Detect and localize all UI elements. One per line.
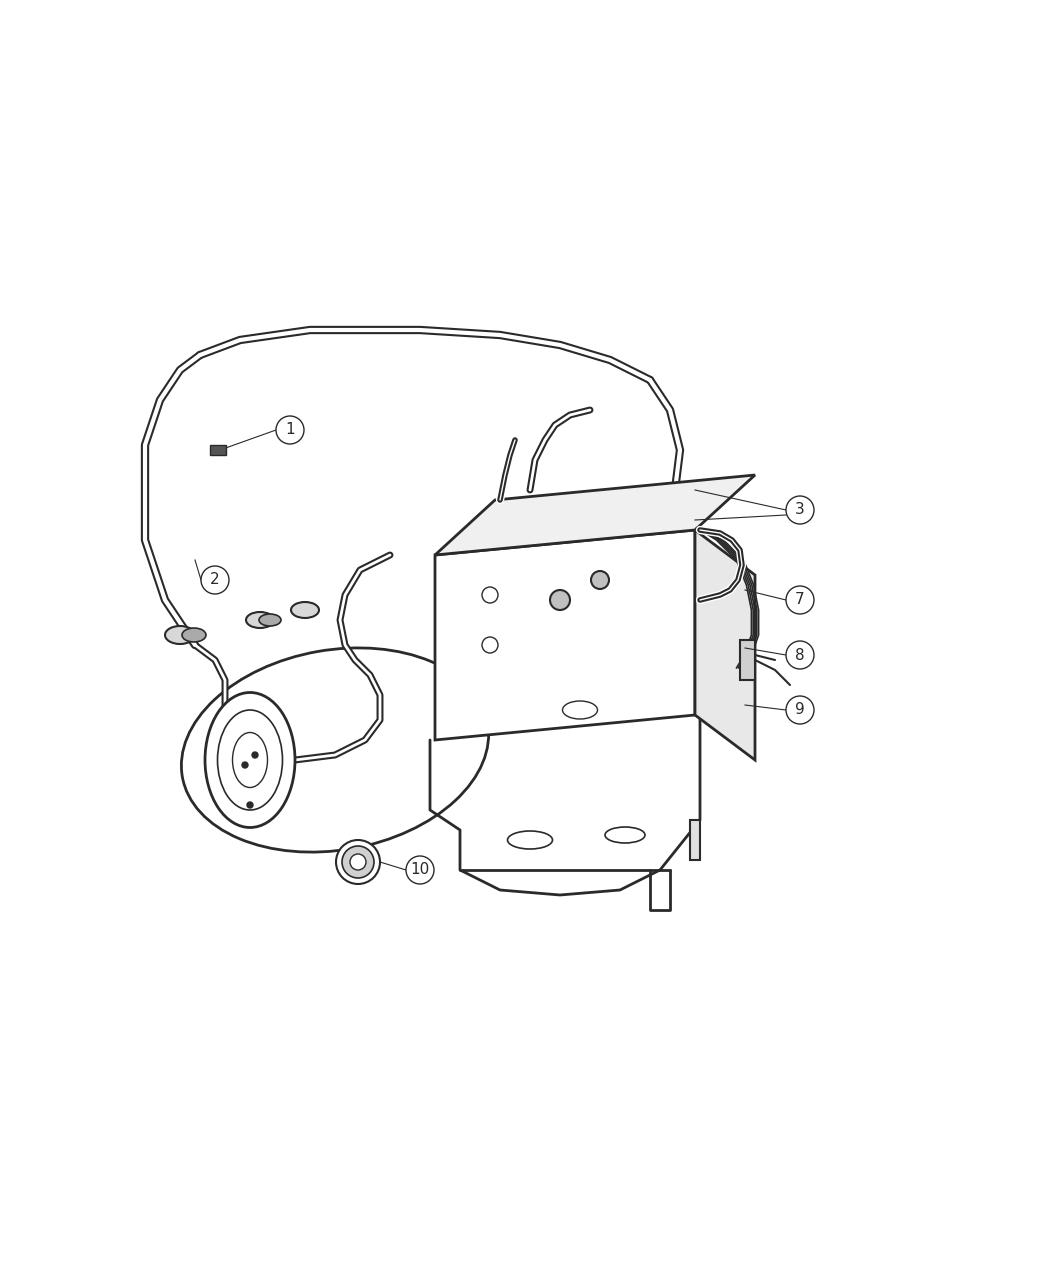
Circle shape [201,566,229,594]
Polygon shape [690,820,700,861]
Circle shape [336,840,380,884]
Ellipse shape [563,701,597,719]
Circle shape [276,416,304,444]
Text: 7: 7 [795,593,804,607]
Circle shape [242,762,248,768]
Ellipse shape [205,692,295,827]
Circle shape [482,586,498,603]
Circle shape [406,856,434,884]
Polygon shape [435,476,755,555]
Circle shape [786,496,814,524]
Ellipse shape [605,827,645,843]
Circle shape [350,854,366,870]
Ellipse shape [507,831,552,849]
Circle shape [786,696,814,724]
Text: 8: 8 [795,648,804,663]
Ellipse shape [165,626,195,644]
Ellipse shape [259,615,281,626]
Polygon shape [210,445,226,455]
Polygon shape [695,530,755,760]
Circle shape [252,752,258,759]
Text: 2: 2 [210,572,219,588]
Circle shape [482,638,498,653]
Ellipse shape [182,629,206,643]
Circle shape [247,802,253,808]
Ellipse shape [291,602,319,618]
Polygon shape [435,530,695,740]
Circle shape [342,847,374,878]
Circle shape [786,586,814,615]
Circle shape [786,641,814,669]
Ellipse shape [246,612,274,629]
Text: 10: 10 [411,862,429,877]
Text: 9: 9 [795,703,805,718]
Ellipse shape [591,571,609,589]
Text: 1: 1 [286,422,295,437]
Text: 3: 3 [795,502,805,518]
Ellipse shape [550,590,570,609]
Polygon shape [740,640,755,680]
Ellipse shape [182,648,488,852]
